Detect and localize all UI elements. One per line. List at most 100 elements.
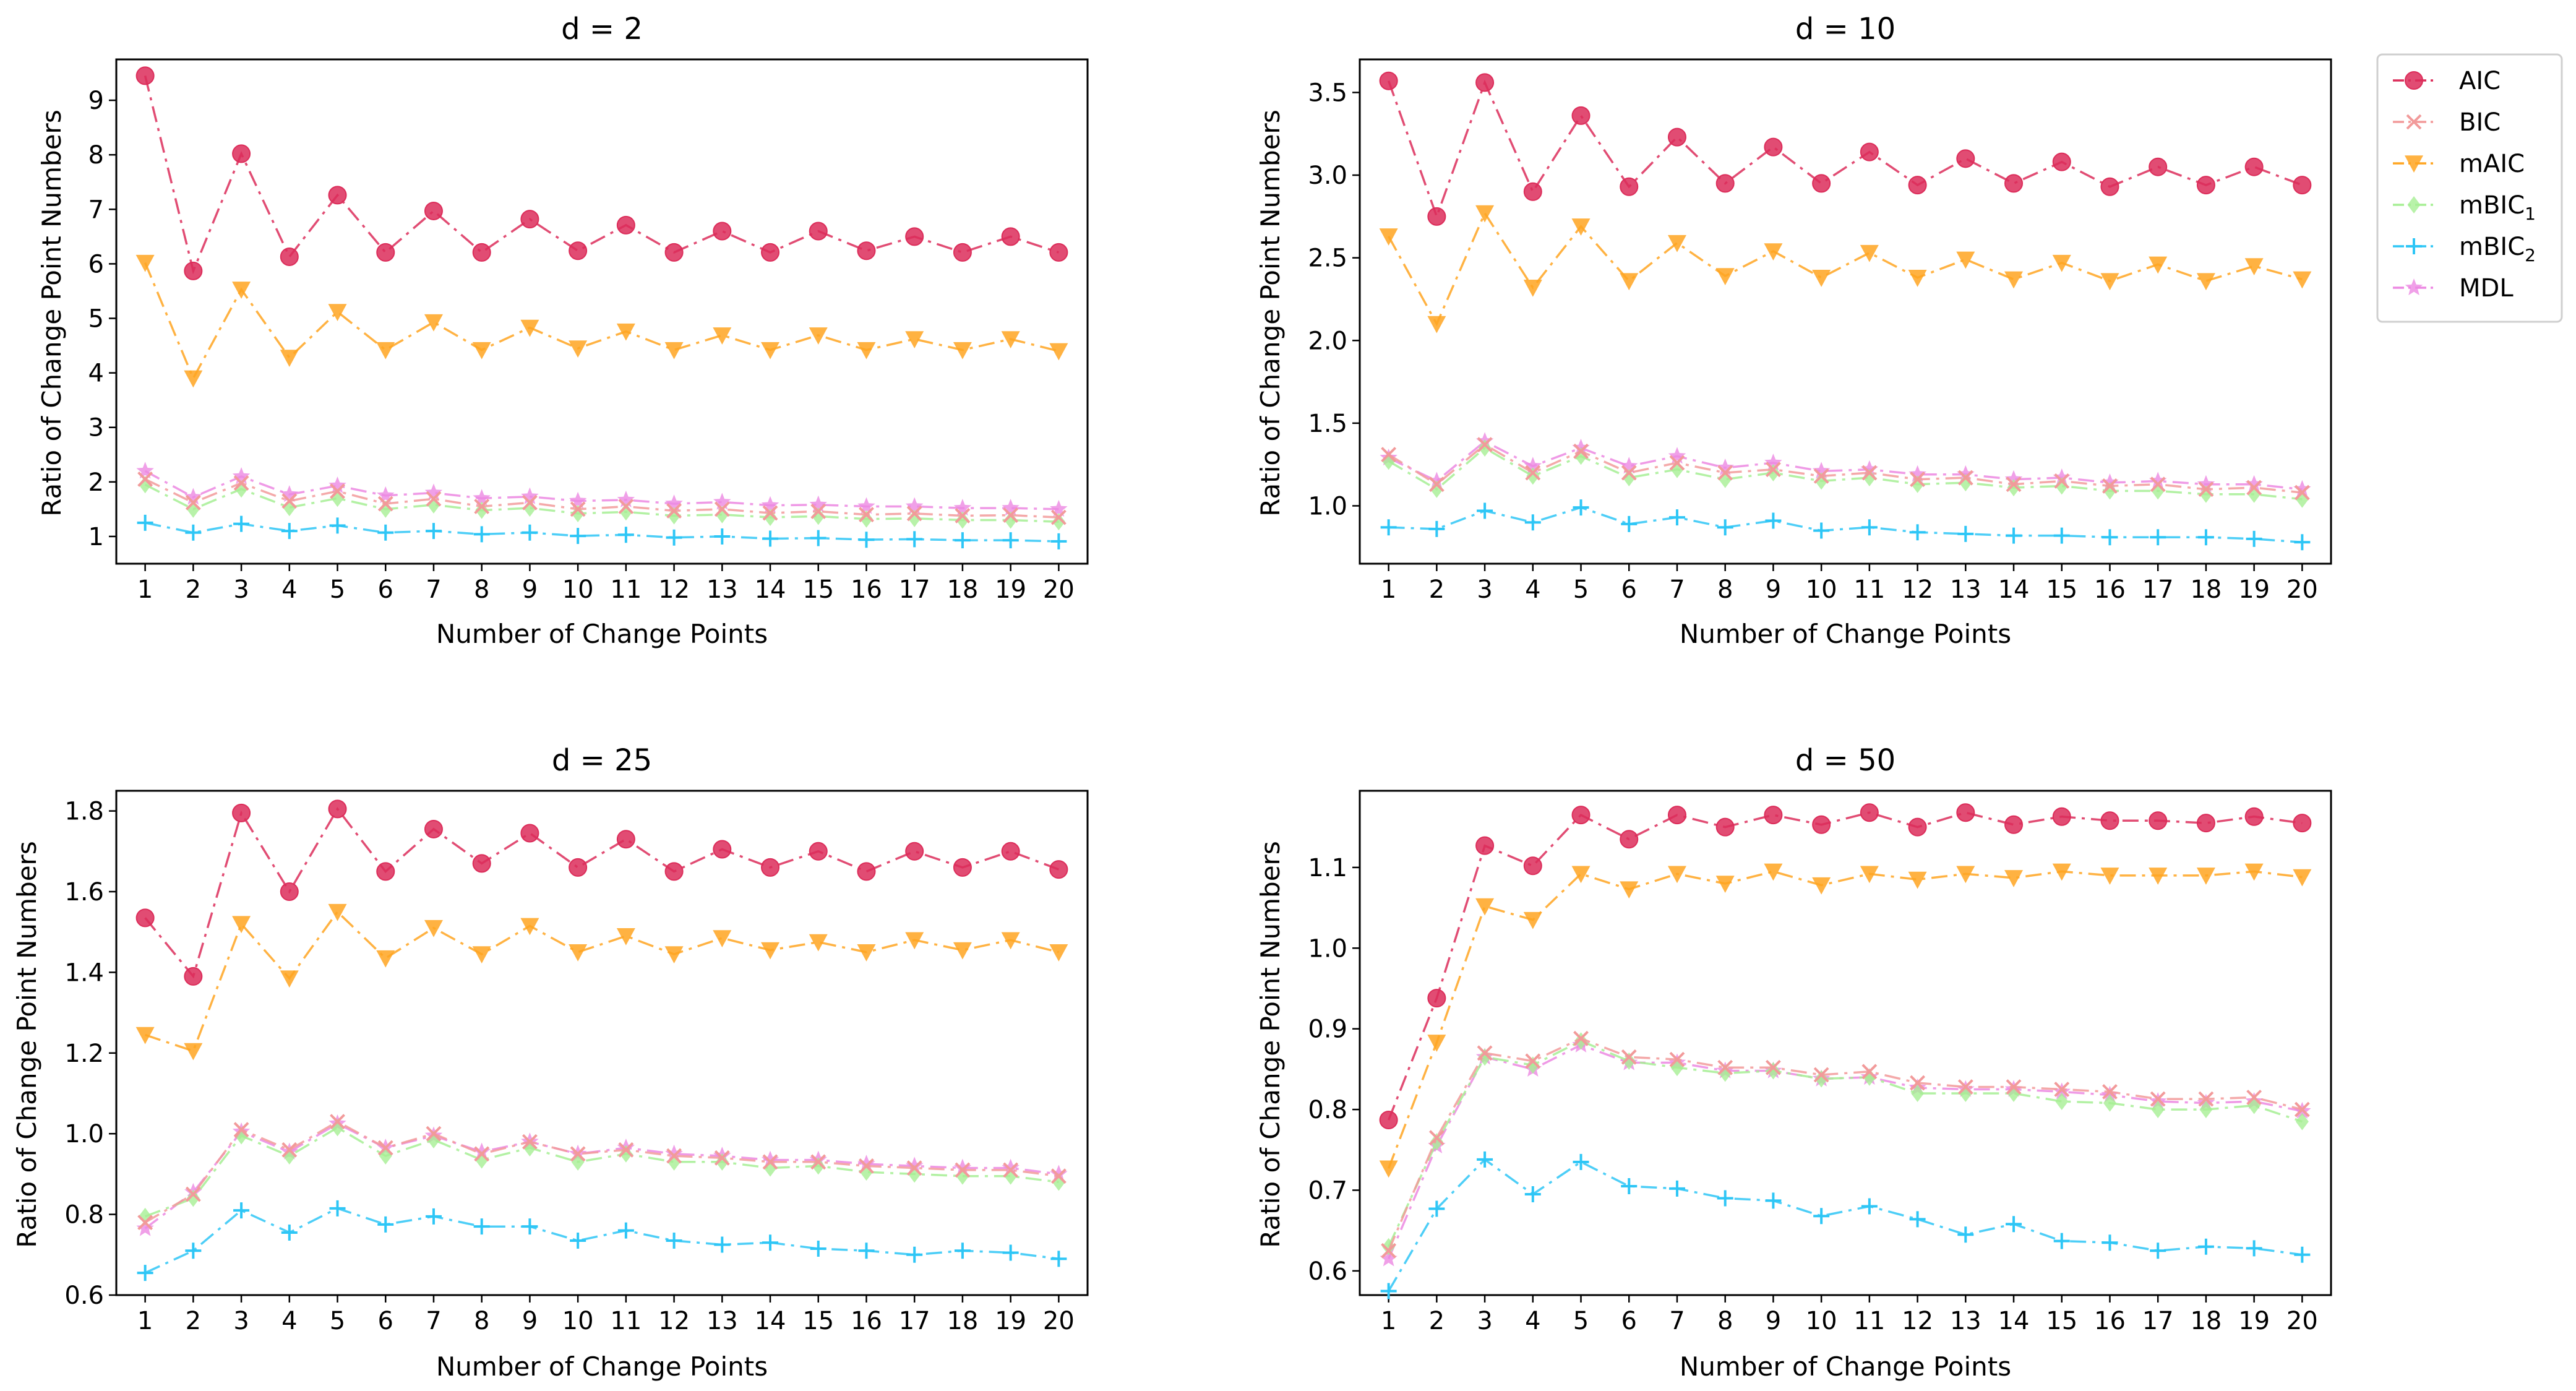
- point-mbic2: [1524, 1186, 1541, 1202]
- point-maic: [1956, 251, 1975, 269]
- point-mdl: [953, 499, 972, 516]
- point-bic: [570, 1146, 586, 1162]
- series-aic: [1379, 71, 2312, 226]
- point-mbic2: [1477, 502, 1493, 519]
- point-aic: [472, 854, 491, 873]
- series-bic: [1381, 1030, 2310, 1259]
- point-bic: [2150, 476, 2166, 493]
- point-maic: [761, 942, 780, 960]
- y-tick-label: 7: [88, 196, 104, 224]
- point-bic: [2054, 1082, 2070, 1097]
- point-aic: [616, 830, 635, 849]
- point-maic: [713, 930, 732, 947]
- x-tick-label: 14: [755, 1307, 786, 1335]
- series-line-mdl: [144, 470, 1059, 510]
- point-aic: [1860, 142, 1879, 161]
- y-tick-label: 3.0: [1308, 161, 1347, 190]
- x-tick-label: 10: [1806, 575, 1837, 604]
- x-tick-label: 20: [1043, 1307, 1075, 1335]
- legend-marker: [2406, 238, 2422, 254]
- point-aic: [2149, 811, 2168, 830]
- point-aic: [1427, 207, 1446, 226]
- x-tick-label: 1: [1381, 1307, 1396, 1335]
- point-aic: [1475, 73, 1495, 92]
- point-mbic2: [906, 531, 923, 548]
- point-bic: [1910, 1075, 1925, 1091]
- point-aic: [569, 858, 588, 877]
- point-maic: [1764, 863, 1783, 881]
- series-bic: [1381, 437, 2310, 501]
- y-tick-label: 2.5: [1308, 244, 1347, 273]
- point-maic: [1812, 269, 1831, 287]
- x-tick-label: 13: [706, 575, 738, 604]
- point-mdl: [1860, 460, 1879, 477]
- point-mdl: [1764, 454, 1782, 471]
- point-mbic2: [1909, 524, 1926, 541]
- x-tick-label: 20: [1043, 575, 1075, 604]
- legend-label: BIC: [2459, 108, 2501, 137]
- point-bic: [185, 494, 201, 510]
- point-mdl: [280, 485, 299, 502]
- point-mbic2: [762, 530, 779, 547]
- point-aic: [809, 222, 828, 241]
- x-tick-label: 17: [899, 1307, 930, 1335]
- y-tick-label: 0.8: [64, 1201, 104, 1230]
- point-maic: [1475, 205, 1495, 223]
- x-tick-label: 6: [1621, 575, 1637, 604]
- point-bic: [1957, 1079, 1973, 1095]
- point-mdl: [184, 488, 202, 505]
- point-mbic2: [666, 1232, 682, 1249]
- y-axis-label: Ratio of Change Point Numbers: [1255, 110, 1286, 516]
- axes-frame: [115, 790, 1089, 1296]
- point-mbic2: [1861, 1198, 1878, 1215]
- point-mdl: [2197, 475, 2215, 492]
- series-line-maic: [144, 262, 1059, 381]
- point-bic: [2054, 473, 2070, 489]
- point-mbic2: [1668, 509, 1685, 526]
- point-aic: [1379, 1111, 1398, 1130]
- point-maic: [1379, 1160, 1398, 1178]
- point-bic: [2294, 484, 2310, 501]
- point-mdl: [473, 1142, 491, 1160]
- point-bic: [666, 503, 682, 519]
- point-mdl: [857, 1155, 875, 1172]
- point-aic: [2052, 152, 2071, 171]
- point-maic: [2244, 258, 2264, 276]
- point-aic: [2293, 176, 2312, 195]
- point-mbic1: [1766, 1062, 1780, 1080]
- point-maic: [857, 342, 876, 360]
- x-tick-label: 12: [1902, 575, 1933, 604]
- point-bic: [2246, 1090, 2262, 1105]
- series-line-mdl: [144, 1122, 1059, 1230]
- point-mbic2: [1380, 1283, 1397, 1299]
- point-maic: [713, 327, 732, 345]
- point-aic: [1812, 815, 1831, 834]
- series-line-mbic1: [1388, 1040, 2303, 1247]
- point-maic: [905, 932, 924, 950]
- point-aic: [1715, 174, 1735, 193]
- legend-marker: [2405, 155, 2423, 173]
- x-tick-label: 12: [658, 575, 690, 604]
- series-line-mbic1: [144, 483, 1059, 523]
- series-line-mdl: [1387, 1043, 2303, 1259]
- x-tick-label: 19: [2238, 575, 2270, 604]
- x-tick-label: 4: [1525, 575, 1540, 604]
- point-aic: [2244, 807, 2264, 826]
- x-tick-label: 8: [474, 1307, 489, 1335]
- x-tick-label: 7: [1669, 575, 1685, 604]
- x-tick-label: 9: [1766, 575, 1781, 604]
- y-axis-label: Ratio of Change Point Numbers: [36, 110, 67, 516]
- point-maic: [2244, 863, 2264, 881]
- y-tick-label: 1.5: [1308, 410, 1347, 438]
- point-bic: [570, 501, 586, 517]
- point-mdl: [665, 1144, 683, 1161]
- point-maic: [1860, 866, 1879, 884]
- point-maic: [520, 319, 539, 337]
- point-maic: [1956, 866, 1975, 884]
- point-mbic2: [954, 532, 971, 549]
- point-mbic2: [2246, 530, 2262, 547]
- y-tick-label: 3: [88, 414, 104, 442]
- legend-entry-mbic1: mBIC1: [2393, 191, 2536, 224]
- point-aic: [905, 842, 924, 861]
